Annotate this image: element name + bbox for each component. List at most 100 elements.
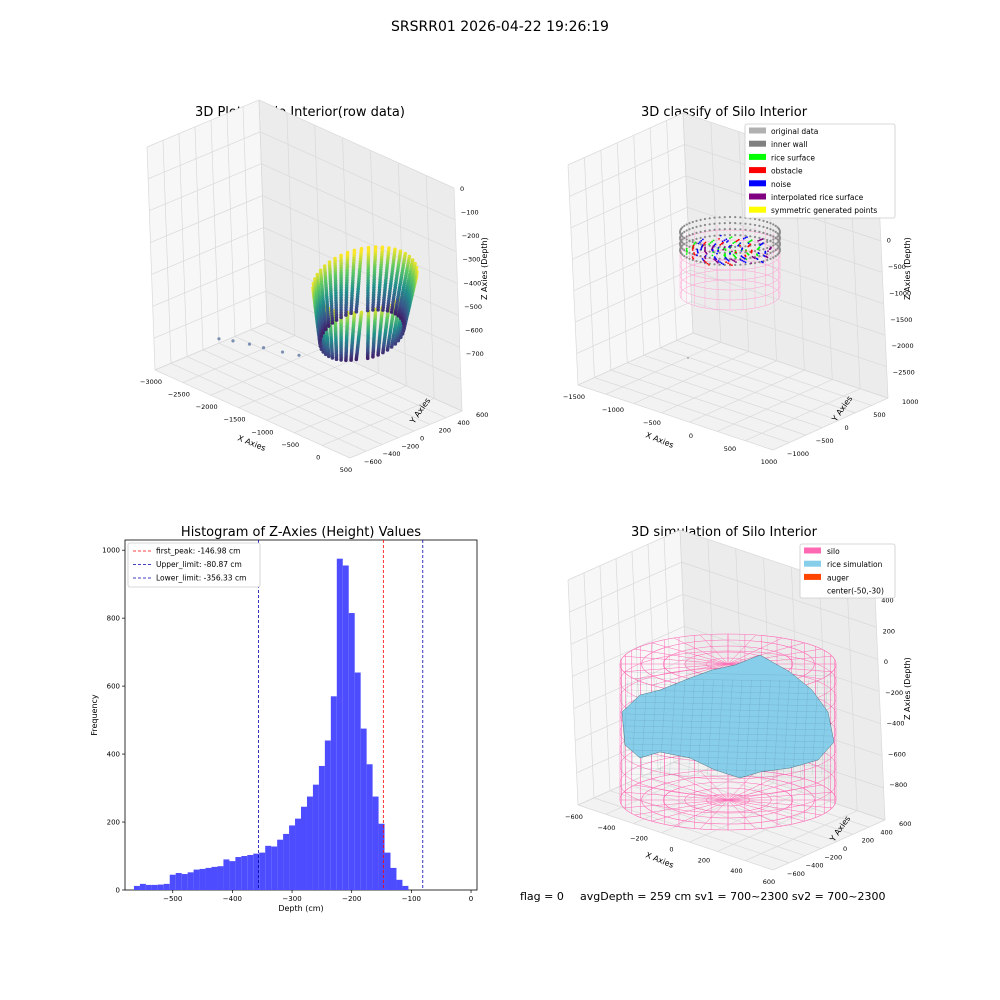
- raw-data-point: [333, 278, 338, 283]
- rice-mesh-line: [624, 671, 833, 677]
- classify-surface-point: [764, 250, 767, 253]
- gridline: [633, 351, 749, 404]
- classify-wall-point: [723, 222, 726, 225]
- classify-wall-point: [718, 222, 721, 225]
- classify-surface-point: [750, 249, 753, 252]
- pane-floor: [578, 755, 885, 870]
- classify-wall-point: [753, 223, 757, 227]
- classify-surface-point: [760, 260, 763, 263]
- histogram-bar: [271, 846, 278, 890]
- classify-surface-point: [685, 253, 688, 255]
- gridline: [577, 332, 694, 386]
- classify-surface-point: [740, 255, 743, 258]
- gridline: [682, 593, 878, 660]
- classify-surface-point: [725, 258, 728, 260]
- rice-surface: [621, 654, 835, 779]
- raw-z-tick-label: −600: [465, 326, 483, 334]
- rice-mesh-line: [624, 689, 833, 695]
- classify-surface-point: [693, 252, 695, 254]
- classify-surface-point: [770, 246, 772, 249]
- rice-mesh-line: [624, 719, 833, 725]
- classify-surface-point: [731, 250, 733, 253]
- gridline: [226, 113, 236, 337]
- classify-surface-point: [756, 253, 758, 256]
- classify-wall-point: [749, 235, 752, 238]
- classify-wall-point: [766, 258, 769, 262]
- raw-data-point: [326, 354, 331, 359]
- silo-spoke: [634, 648, 729, 665]
- classify-wall-point: [713, 222, 716, 225]
- classify-surface-point: [705, 251, 707, 254]
- histogram-bar: [265, 845, 272, 890]
- sim-x-tick-label: 200: [698, 856, 710, 864]
- raw-data-point: [339, 310, 343, 315]
- rice-mesh-line: [754, 679, 762, 776]
- simulation-legend-swatch: [804, 547, 821, 554]
- classify-wall-point: [739, 228, 742, 231]
- gridline: [846, 585, 858, 811]
- gridline: [673, 761, 870, 828]
- gridline: [202, 349, 399, 439]
- gridline: [149, 163, 262, 212]
- histogram-bar: [163, 883, 170, 890]
- gridline: [593, 797, 790, 864]
- raw-z-tick-label: −700: [466, 350, 484, 358]
- raw-data-point: [372, 265, 377, 270]
- raw-plot-points: [217, 245, 419, 363]
- raw-data-point: [400, 319, 405, 323]
- raw-y-tick-label: 0: [420, 435, 424, 443]
- classify-wall-point: [734, 234, 737, 237]
- classify-wall-point: [734, 263, 737, 266]
- raw-data-point: [334, 357, 339, 362]
- histogram-legend-label: Upper_limit: -80.87 cm: [156, 560, 242, 569]
- gridline: [258, 99, 268, 324]
- classify-surface-point: [729, 245, 731, 247]
- classify-surface-point: [751, 255, 754, 258]
- histogram-x-tick-label: −500: [163, 895, 182, 903]
- histogram-x-ticks: −500 −400 −300 −200 −100 0: [163, 890, 473, 903]
- histogram-bar: [366, 764, 373, 890]
- classify-plot-title: 3D classify of Silo Interior: [641, 105, 808, 120]
- rice-mesh-line: [735, 679, 743, 776]
- classify-wall-point: [680, 239, 683, 242]
- classify-wall-point: [703, 229, 707, 233]
- gridline: [152, 258, 265, 307]
- classify-wall-point: [695, 231, 698, 234]
- classify-x-tick-label: 500: [724, 445, 736, 453]
- histogram-bar: [139, 883, 146, 890]
- classify-wall-point: [723, 263, 726, 266]
- classify-surface-point: [715, 260, 718, 263]
- histogram-bar: [378, 823, 385, 890]
- classify-wall-point: [769, 257, 772, 260]
- raw-data-point: [366, 283, 370, 288]
- gridline: [146, 146, 156, 371]
- classify-surface-point: [703, 260, 706, 262]
- gridline: [649, 127, 661, 348]
- gridline: [577, 384, 774, 451]
- classify-wall-point: [758, 261, 761, 264]
- raw-x-tick-label: −3000: [140, 378, 162, 386]
- histogram-legend: first_peak: -146.98 cm Upper_limit: -80.8…: [127, 542, 261, 588]
- raw-data-point: [339, 293, 343, 297]
- rice-mesh-line: [631, 679, 638, 776]
- raw-data-point: [339, 315, 343, 320]
- pane-floor: [155, 323, 462, 458]
- classify-surface-point: [719, 234, 722, 237]
- classify-legend-label: rice surface: [771, 153, 815, 162]
- classify-wall-point: [753, 249, 757, 253]
- histogram-bars: [133, 558, 409, 890]
- classify-surface-point: [736, 239, 739, 242]
- rice-mesh-line: [764, 679, 771, 776]
- gridline: [286, 112, 296, 336]
- sim-y-tick-label: 0: [843, 845, 847, 853]
- gridline: [153, 290, 266, 339]
- classify-surface-point: [685, 247, 688, 250]
- raw-x-tick-label: −500: [281, 441, 299, 449]
- simulation-plot-y-ticks: −600−400−2000 200 400 600: [787, 820, 911, 878]
- classify-wall-point: [776, 226, 779, 229]
- pane-floor: [578, 333, 888, 450]
- gridline: [615, 558, 627, 784]
- raw-data-point: [321, 350, 326, 354]
- silo-spoke: [673, 799, 729, 827]
- classify-wall-point: [728, 233, 732, 237]
